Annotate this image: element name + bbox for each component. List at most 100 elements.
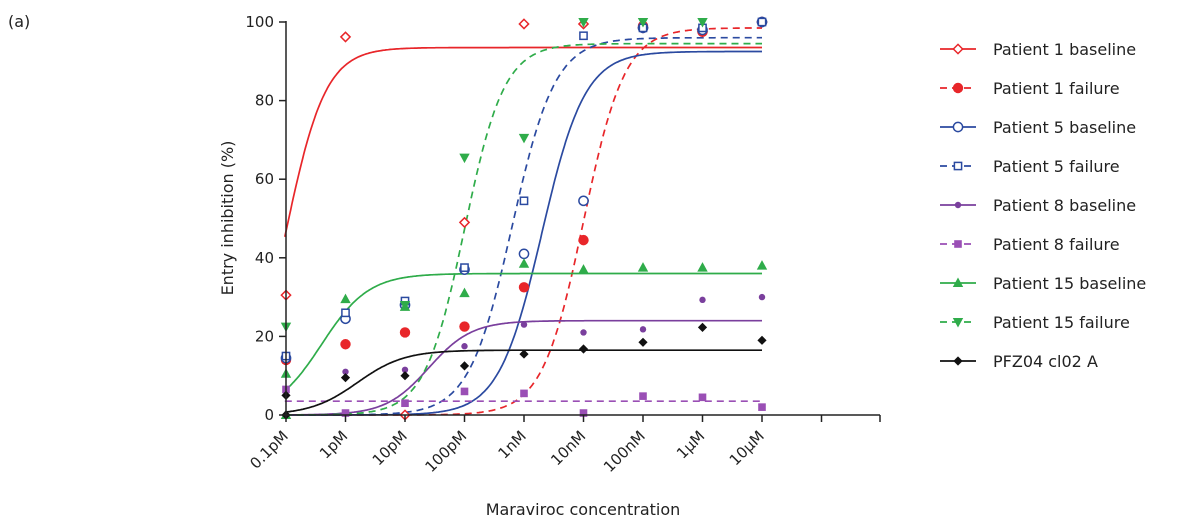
data-point-patient-15-baseline — [518, 258, 530, 268]
fit-curve-patient-15-failure — [284, 42, 762, 416]
data-point-patient-1-failure — [518, 282, 530, 293]
legend-label: Patient 1 baseline — [993, 40, 1136, 59]
panel-label: (a) — [8, 12, 30, 31]
x-tick-label: 1µM — [673, 427, 708, 462]
data-point-patient-5-baseline — [518, 248, 530, 260]
data-point-patient-1-failure — [340, 339, 351, 350]
data-point-patient-15-baseline — [459, 287, 470, 298]
y-axis-label: Entry inhibition (%) — [218, 141, 237, 296]
x-tick-label: 0.1pM — [246, 427, 291, 472]
x-tick-label: 100pM — [421, 427, 470, 476]
data-point-patient-8-failure — [698, 393, 707, 402]
data-point-patient-15-baseline — [756, 260, 768, 270]
data-point-patient-5-failure — [579, 31, 588, 41]
y-tick-label: 80 — [255, 92, 274, 110]
legend-label: Patient 5 baseline — [993, 118, 1136, 137]
legend-item-patient-1-baseline: Patient 1 baseline — [940, 40, 1136, 59]
legend-item-patient-5-baseline: Patient 5 baseline — [940, 118, 1136, 137]
x-axis-label: Maraviroc concentration — [486, 500, 681, 519]
legend-item-patient-15-failure: Patient 15 failure — [940, 313, 1130, 332]
legend-label: PFZ04 cl02 A — [993, 352, 1098, 371]
data-point-patient-1-failure — [399, 327, 411, 338]
x-tick-label: 10pM — [369, 427, 411, 469]
legend-label: Patient 8 baseline — [993, 196, 1136, 215]
legend-item-patient-8-failure: Patient 8 failure — [940, 235, 1120, 254]
y-tick-label: 20 — [255, 327, 274, 345]
data-point-patient-1-baseline — [518, 18, 530, 30]
data-point-pfz04-cl02-a — [697, 322, 708, 332]
data-point-patient-8-baseline — [401, 366, 409, 374]
x-tick-label: 10µM — [726, 427, 768, 469]
data-point-patient-1-failure — [459, 321, 470, 332]
legend: Patient 1 baseline Patient 1 failure Patie… — [940, 40, 1146, 371]
fit-curve-pfz04-cl02-a — [284, 349, 762, 414]
data-point-patient-8-failure — [520, 389, 528, 398]
data-markers — [280, 16, 768, 421]
data-point-patient-8-baseline — [342, 368, 349, 375]
legend-marker — [952, 43, 964, 55]
data-point-patient-8-baseline — [758, 293, 766, 301]
data-point-pfz04-cl02-a — [340, 373, 351, 383]
data-point-patient-15-failure — [697, 18, 708, 28]
data-point-patient-15-baseline — [578, 264, 589, 274]
data-point-patient-8-baseline — [699, 296, 706, 304]
x-tick-label: 100nM — [600, 427, 649, 476]
x-tick-label: 1nM — [494, 427, 529, 462]
data-point-patient-8-baseline — [520, 321, 528, 328]
data-point-patient-8-baseline — [461, 343, 468, 350]
axes: 0 20 40 60 80 100 0.1pM 1pM 10pM 100pM 1nM 10nM 100n… — [245, 13, 881, 476]
data-point-patient-8-baseline — [639, 326, 647, 333]
fit-curve-patient-5-baseline — [284, 50, 762, 416]
data-point-pfz04-cl02-a — [757, 335, 767, 345]
data-point-patient-8-failure — [460, 387, 469, 396]
y-tick-label: 40 — [255, 249, 274, 267]
data-point-patient-8-failure — [639, 392, 647, 400]
data-point-patient-15-failure — [459, 153, 470, 164]
data-point-patient-5-baseline — [578, 195, 589, 207]
data-point-patient-15-baseline — [697, 262, 708, 272]
data-point-patient-8-failure — [579, 409, 588, 417]
legend-label: Patient 15 failure — [993, 313, 1130, 332]
data-point-pfz04-cl02-a — [400, 371, 410, 381]
fit-curve-patient-15-baseline — [284, 272, 762, 392]
x-tick-label: 10nM — [547, 427, 589, 469]
legend-item-patient-8-baseline: Patient 8 baseline — [940, 196, 1136, 215]
legend-item-patient-15-baseline: Patient 15 baseline — [940, 274, 1146, 293]
x-tick-label: 1pM — [316, 427, 351, 462]
legend-marker — [952, 318, 964, 328]
legend-label: Patient 8 failure — [993, 235, 1120, 254]
data-point-pfz04-cl02-a — [578, 344, 589, 354]
legend-marker — [954, 201, 962, 209]
legend-marker — [953, 356, 963, 366]
data-point-patient-5-failure — [519, 196, 529, 206]
data-point-patient-8-baseline — [580, 329, 587, 336]
data-point-patient-15-baseline — [340, 293, 351, 304]
legend-item-patient-1-failure: Patient 1 failure — [940, 79, 1120, 98]
data-point-patient-8-failure — [758, 403, 766, 411]
legend-marker — [952, 82, 964, 94]
legend-label: Patient 1 failure — [993, 79, 1120, 98]
legend-label: Patient 15 baseline — [993, 274, 1146, 293]
data-point-patient-15-failure — [399, 300, 411, 311]
legend-marker — [952, 121, 964, 133]
y-tick-label: 100 — [245, 13, 274, 31]
legend-marker — [953, 161, 963, 171]
data-point-patient-8-failure — [401, 399, 409, 408]
data-point-patient-1-failure — [578, 234, 589, 246]
fit-curve-patient-1-baseline — [283, 46, 762, 237]
legend-item-patient-5-failure: Patient 5 failure — [940, 157, 1120, 176]
data-point-patient-15-failure — [637, 18, 649, 28]
fit-curve-patient-5-failure — [284, 36, 762, 416]
data-point-patient-1-baseline — [458, 216, 471, 229]
data-point-patient-5-failure — [757, 17, 767, 27]
legend-label: Patient 5 failure — [993, 157, 1120, 176]
data-point-patient-15-failure — [578, 18, 589, 28]
y-tick-label: 0 — [264, 406, 274, 424]
y-tick-label: 60 — [255, 170, 274, 188]
data-point-pfz04-cl02-a — [638, 337, 648, 347]
data-point-pfz04-cl02-a — [519, 349, 529, 359]
data-point-patient-5-failure — [460, 263, 469, 272]
legend-item-pfz04-cl02-a: PFZ04 cl02 A — [940, 352, 1098, 371]
data-point-patient-8-failure — [341, 409, 350, 417]
